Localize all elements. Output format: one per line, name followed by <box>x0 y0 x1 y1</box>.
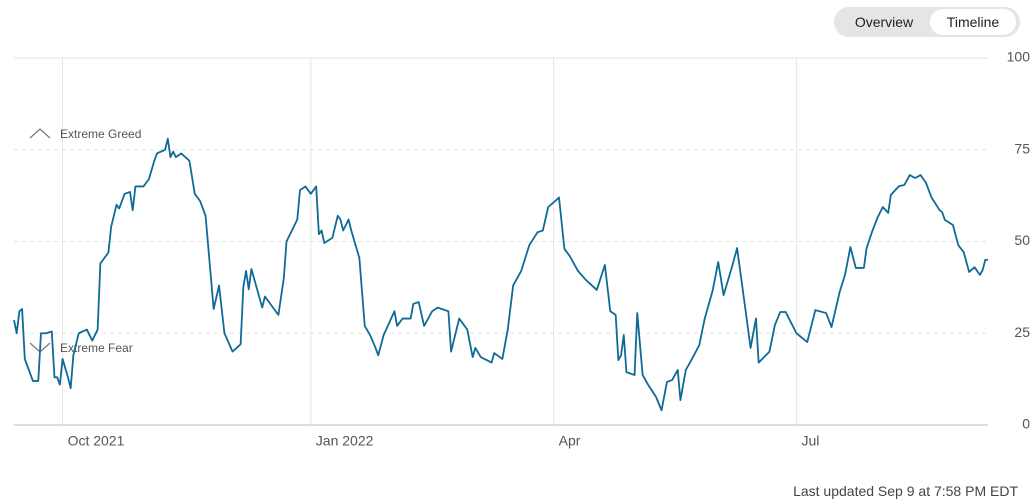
x-tick-label: Jul <box>801 433 819 449</box>
y-tick-label: 25 <box>1014 324 1030 340</box>
annotation: Extreme Fear <box>60 341 133 355</box>
y-tick-label: 50 <box>1014 232 1030 248</box>
x-tick-label: Oct 2021 <box>68 433 125 449</box>
x-tick-label: Apr <box>559 433 581 449</box>
view-toggle: Overview Timeline <box>834 7 1020 37</box>
x-tick-label: Jan 2022 <box>316 433 374 449</box>
y-tick-label: 100 <box>1007 49 1031 65</box>
overview-button[interactable]: Overview <box>854 14 914 30</box>
timeline-button[interactable]: Timeline <box>930 9 1016 35</box>
last-updated: Last updated Sep 9 at 7:58 PM EDT <box>793 483 1018 499</box>
y-tick-label: 0 <box>1022 416 1030 432</box>
annotation: Extreme Greed <box>60 127 141 141</box>
greed-icon <box>29 128 51 139</box>
y-tick-label: 75 <box>1014 140 1030 156</box>
line <box>13 137 988 412</box>
